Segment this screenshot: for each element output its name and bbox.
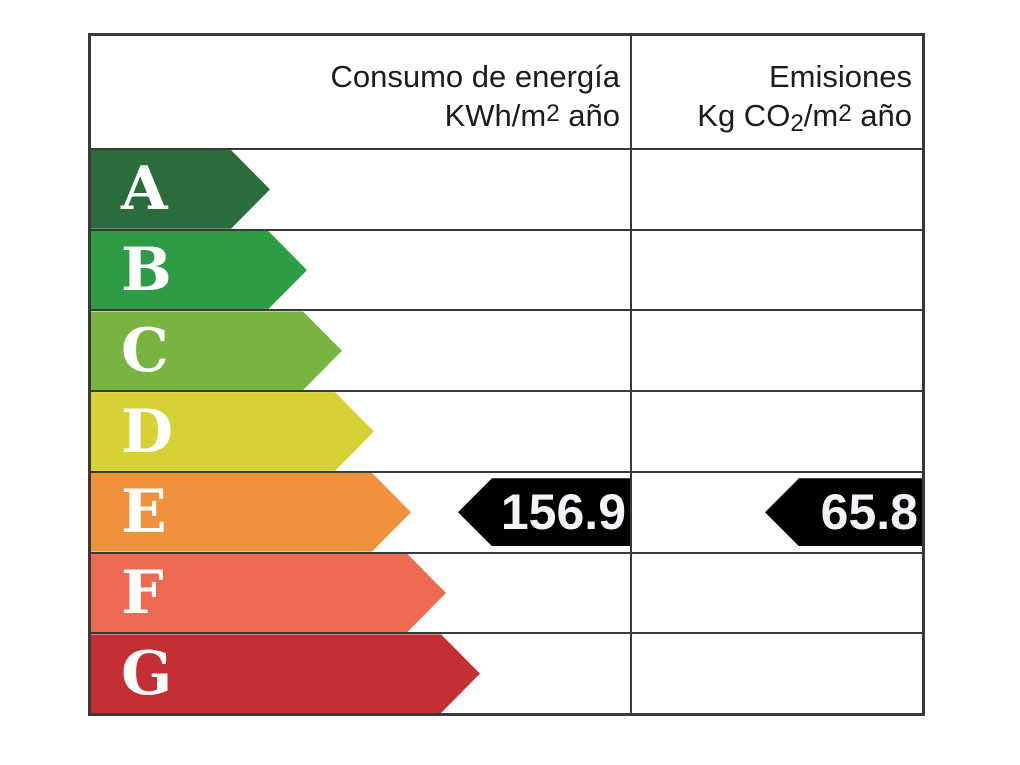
rating-arrow-e: E: [91, 473, 411, 552]
rating-arrow-f: F: [91, 554, 446, 633]
subscript-2: 2: [790, 110, 804, 138]
rating-letter-b: B: [121, 235, 172, 306]
rating-letter-g: G: [121, 638, 173, 709]
emissions-header: Emisiones Kg CO2/m2 año: [632, 36, 922, 148]
rating-row-c: C: [91, 311, 922, 393]
superscript-2: 2: [546, 99, 560, 127]
emissions-value: 65.8: [820, 484, 918, 541]
consumption-header-units: KWh/m2 año: [444, 98, 620, 133]
rating-row-e-emissions-cell: 65.8: [632, 473, 922, 552]
rating-arrow-d: D: [91, 392, 374, 471]
rating-row-g: G: [91, 634, 922, 714]
consumption-value: 156.9: [500, 484, 626, 541]
rating-arrow-g: G: [91, 634, 480, 713]
rating-letter-d: D: [121, 396, 174, 467]
consumption-header: Consumo de energía KWh/m2 año: [91, 36, 632, 148]
rating-row-c-consumption-cell: C: [91, 311, 632, 391]
rating-arrow-a: A: [91, 150, 270, 229]
table-header-row: Consumo de energía KWh/m2 año Emisiones …: [91, 36, 922, 150]
rating-row-f: F: [91, 553, 922, 635]
rating-arrow-b: B: [91, 231, 307, 310]
rating-row-d-consumption-cell: D: [91, 392, 632, 471]
rating-row-f-emissions-cell: [632, 554, 922, 633]
emissions-header-line1: Emisiones: [769, 59, 912, 94]
superscript-2: 2: [838, 99, 852, 127]
rating-row-d: D: [91, 392, 922, 473]
emissions-value-arrow: 65.8: [765, 478, 922, 547]
emissions-header-units: Kg CO2/m2 año: [697, 98, 912, 138]
rating-letter-f: F: [121, 557, 164, 628]
rating-row-b-emissions-cell: [632, 231, 922, 310]
rating-row-c-emissions-cell: [632, 311, 922, 390]
rating-letter-c: C: [121, 315, 169, 386]
rating-row-e: E 156.9 65.8: [91, 472, 922, 554]
rating-letter-a: A: [121, 154, 168, 225]
rating-row-a: A: [91, 150, 922, 231]
rating-row-b-consumption-cell: B: [91, 230, 632, 310]
rating-row-g-consumption-cell: G: [91, 634, 632, 714]
rating-row-b: B: [91, 230, 922, 312]
rating-letter-e: E: [121, 477, 167, 548]
rating-arrow-c: C: [91, 311, 342, 390]
rating-row-g-emissions-cell: [632, 634, 922, 713]
rating-row-f-consumption-cell: F: [91, 553, 632, 633]
consumption-value-arrow: 156.9: [458, 478, 630, 547]
rating-row-a-consumption-cell: A: [91, 150, 632, 229]
rating-row-d-emissions-cell: [632, 392, 922, 471]
rating-row-e-consumption-cell: E 156.9: [91, 472, 632, 552]
energy-rating-table: Consumo de energía KWh/m2 año Emisiones …: [88, 33, 925, 716]
rating-row-a-emissions-cell: [632, 150, 922, 229]
consumption-header-line1: Consumo de energía: [330, 59, 620, 94]
